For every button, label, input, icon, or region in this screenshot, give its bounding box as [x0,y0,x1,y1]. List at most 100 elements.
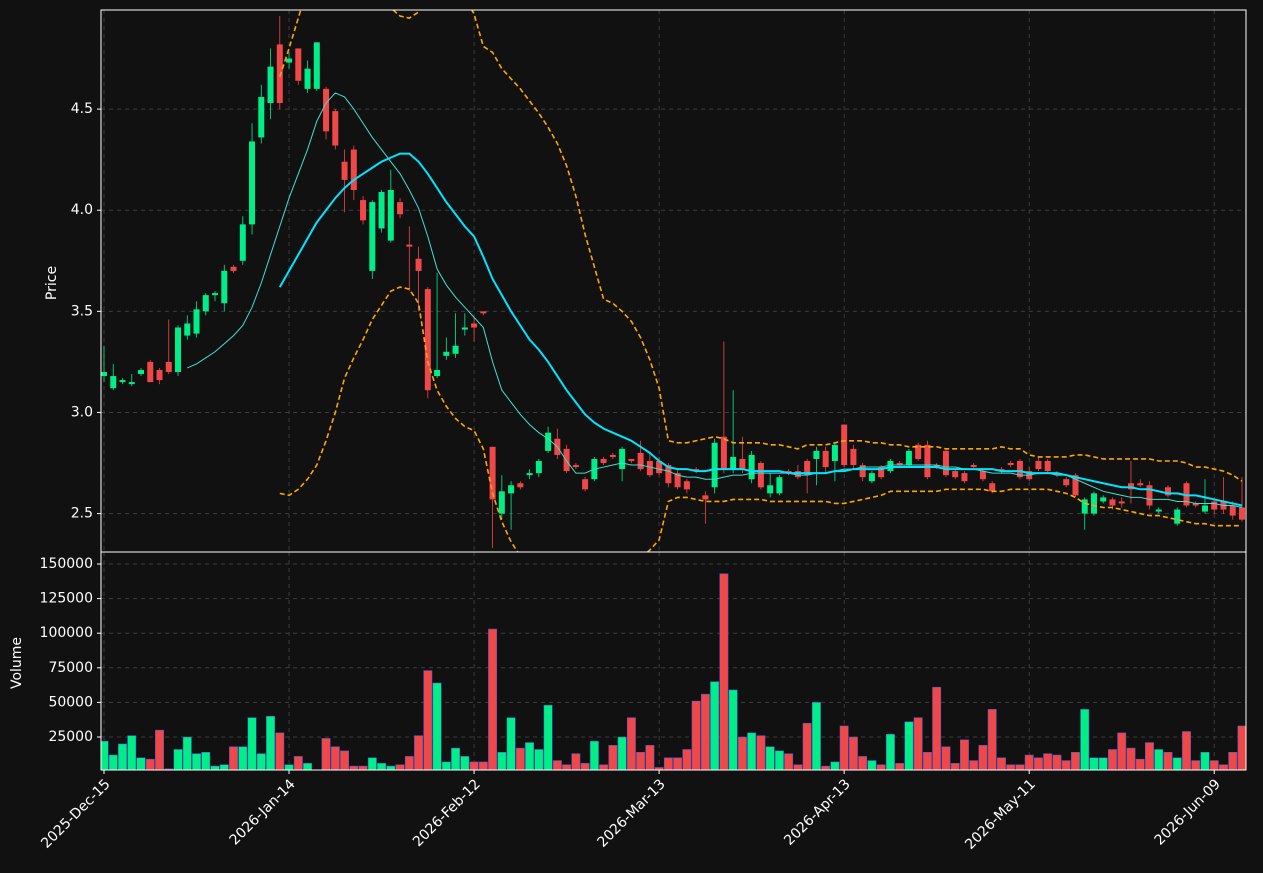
volume-bar [959,739,969,770]
candle-body [341,161,348,180]
candle-body [637,452,644,470]
volume-bar [404,756,414,770]
candle-body [878,467,885,478]
candle-body [202,295,209,312]
volume-bar [340,750,350,770]
volume-bar [460,756,470,770]
y-tick-label: 25000 [48,729,93,745]
candle-body [628,458,635,461]
volume-bar [127,735,137,770]
volume-bar [793,764,803,770]
volume-bar [229,746,238,770]
price-panel [101,10,1245,552]
candle-body [1063,479,1070,486]
volume-bar [941,746,951,770]
candle-body [452,345,459,354]
volume-bar [1126,747,1136,770]
volume-bar [515,747,525,770]
candle-body [434,369,441,377]
candle-body [730,456,737,470]
candle-body [822,450,829,468]
candle-body [702,495,709,500]
candle-body [156,369,163,381]
candle-body [545,432,552,451]
candle-body [711,442,718,488]
volume-bar [710,681,720,770]
candle-body [942,450,949,476]
candle-body [619,448,626,470]
candle-body [276,44,283,104]
volume-bar [580,763,590,770]
grid-layer [101,10,1246,770]
volume-bar [247,717,257,770]
candle-body [970,465,977,468]
y-tick-label: 3.0 [71,404,93,420]
candle-body [147,361,154,383]
volume-bar [867,760,877,770]
candle-body [1146,485,1153,506]
candle-body [776,477,783,494]
volume-bar [497,751,507,770]
candle-body [1192,503,1199,506]
volume-bar [996,757,1006,770]
volume-bar [673,757,683,770]
candle-body [1229,505,1236,516]
volume-bar [219,764,229,770]
candle-body [887,460,894,472]
candle-body [868,473,875,482]
volume-bar [395,764,405,770]
y-tick-label: 3.5 [71,303,93,319]
volume-bar [136,757,146,770]
candle-body [1164,487,1171,496]
volume-bar [192,753,201,770]
candle-body [350,149,357,190]
volume-bar [543,704,553,770]
candle-body [609,454,616,457]
volume-bar [108,754,118,770]
y-tick-label: 125000 [40,591,93,607]
candle-body [683,481,690,490]
candle-body [804,460,811,476]
volume-bar [1163,751,1173,770]
candle-body [480,311,487,314]
volume-bar [1015,764,1025,770]
candle-body [193,309,200,334]
candle-body [110,376,117,389]
candle-body [1081,499,1088,514]
candle-body [739,458,746,470]
candle-body [1072,475,1079,496]
volume-bar [1200,751,1210,770]
candle-body [221,270,228,304]
volume-bar [737,736,747,770]
candle-body [924,444,931,478]
volume-bar [349,765,359,770]
candle-body [119,380,126,383]
volume-bar [386,765,396,770]
candle-body [212,293,219,296]
volume-bar [811,702,821,770]
volume-bar [589,740,599,770]
volume-bar [1209,760,1219,770]
volume-bar [774,750,784,770]
volume-bar [1071,751,1080,770]
candle-body [646,460,653,476]
y-tick-label: 75000 [48,660,93,676]
candle-body [258,96,265,138]
volume-bar [913,717,923,770]
volume-bar [858,756,868,770]
candle-body [286,58,293,63]
candle-body [674,473,681,488]
volume-bar [469,761,479,770]
candle-body [387,189,394,241]
candle-body [989,483,996,492]
candle-body [239,224,246,261]
candle-body [369,202,376,271]
volume-bar [118,743,127,770]
candle-body [415,258,422,271]
volume-bar [663,757,673,770]
volume-frame [100,551,1247,771]
candle-body [304,68,311,89]
candle-body [915,444,922,459]
volume-bar [1191,760,1201,770]
